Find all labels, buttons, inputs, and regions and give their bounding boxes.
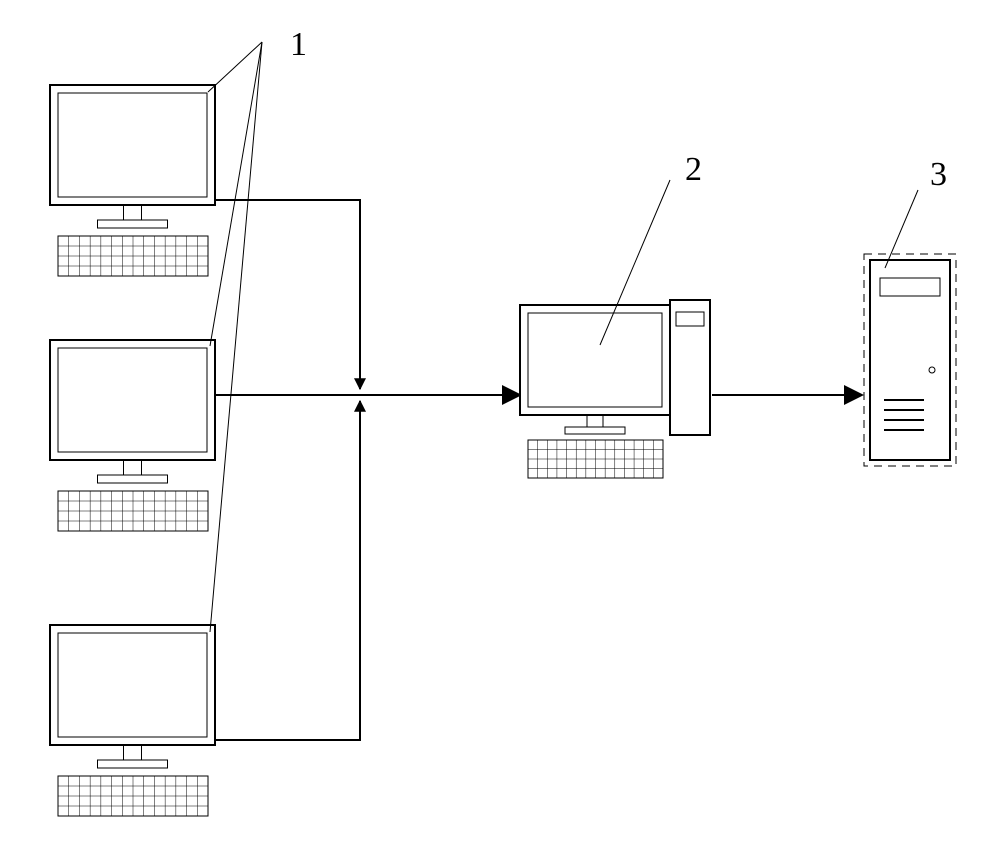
central-computer bbox=[520, 300, 710, 478]
label-2: 2 bbox=[685, 151, 702, 188]
client-computer bbox=[50, 340, 215, 531]
server-device bbox=[864, 254, 956, 466]
client-computer bbox=[50, 85, 215, 276]
label-3: 3 bbox=[930, 156, 947, 193]
network-diagram: 1 2 3 bbox=[0, 0, 1000, 851]
wiring bbox=[215, 200, 862, 740]
label-1: 1 bbox=[290, 26, 307, 63]
client-computer bbox=[50, 625, 215, 816]
